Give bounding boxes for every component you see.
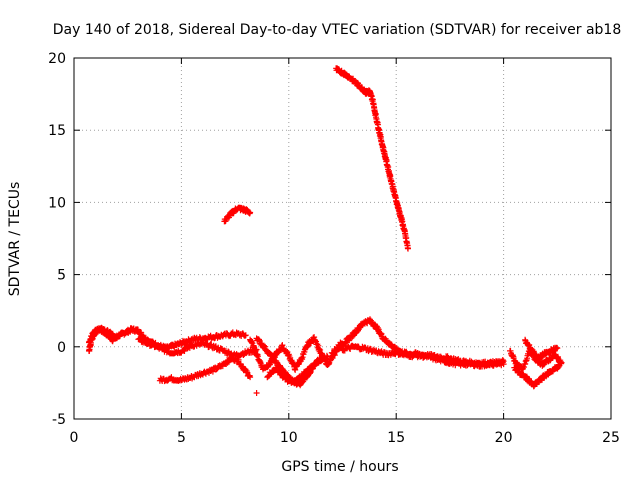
x-tick-label: 0 <box>70 430 79 446</box>
data-points <box>86 65 565 396</box>
series-arc-6 <box>247 334 344 373</box>
grid <box>74 58 611 419</box>
chart-title: Day 140 of 2018, Sidereal Day-to-day VTE… <box>53 22 622 38</box>
x-tick-label: 5 <box>177 430 186 446</box>
data-markers <box>511 361 563 390</box>
data-markers <box>247 334 344 373</box>
data-markers <box>339 342 507 370</box>
y-tick-label: 15 <box>48 123 66 139</box>
y-axis-label: SDTVAR / TECUs <box>7 182 23 297</box>
x-axis-ticks: 0 5 10 15 20 25 <box>70 58 620 446</box>
series-arc-9 <box>328 316 507 369</box>
series-arc-14 <box>522 336 561 362</box>
x-axis-label: GPS time / hours <box>281 459 398 475</box>
series-arc-13 <box>511 361 563 390</box>
series-arc-11 <box>333 65 411 252</box>
x-tick-label: 10 <box>280 430 298 446</box>
x-tick-label: 15 <box>387 430 405 446</box>
y-tick-label: 0 <box>57 340 66 356</box>
series-arc-8 <box>264 352 331 387</box>
data-markers <box>264 352 331 387</box>
series-arc-4 <box>135 335 260 359</box>
y-axis-ticks: -5 0 5 10 15 20 <box>48 51 611 428</box>
data-markers <box>333 65 411 252</box>
series-arc-15 <box>253 390 260 396</box>
plot-frame <box>73 57 612 420</box>
y-tick-label: 5 <box>57 268 66 284</box>
series-arc-5 <box>221 204 254 225</box>
y-tick-label: 10 <box>48 195 66 211</box>
data-markers <box>86 324 120 354</box>
data-markers <box>221 204 254 225</box>
y-tick-label: 20 <box>48 51 66 67</box>
data-markers <box>253 390 260 396</box>
data-markers <box>135 335 260 359</box>
series-arc-10 <box>339 342 507 370</box>
data-markers <box>522 336 561 362</box>
y-tick-label: -5 <box>52 412 66 428</box>
x-tick-label: 25 <box>602 430 620 446</box>
x-tick-label: 20 <box>495 430 513 446</box>
series-arc-2 <box>86 324 120 354</box>
data-markers <box>328 316 507 369</box>
